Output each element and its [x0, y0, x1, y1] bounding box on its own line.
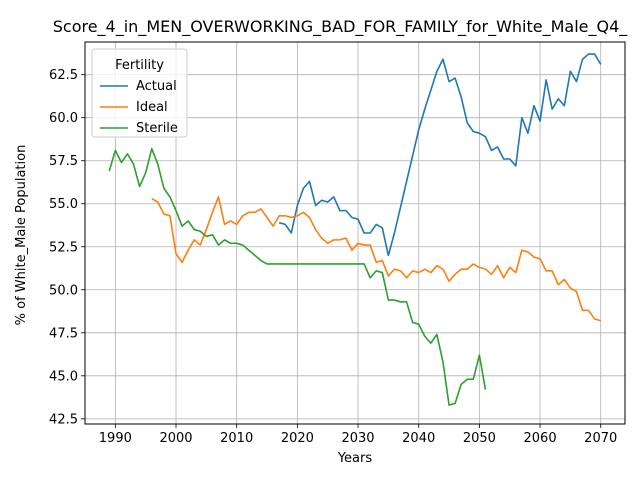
y-axis-label: % of White_Male Population	[14, 145, 29, 326]
x-tick-label: 2050	[463, 431, 496, 446]
x-tick-label: 2030	[341, 431, 374, 446]
y-tick-label: 47.5	[49, 326, 78, 341]
legend-label: Ideal	[136, 100, 168, 115]
y-tick-label: 55.0	[49, 197, 78, 212]
x-tick-label: 2020	[281, 431, 314, 446]
plot-frame	[84, 41, 626, 425]
series-line-sterile	[108, 147, 487, 406]
chart-title: Score_4_in_MEN_OVERWORKING_BAD_FOR_FAMIL…	[53, 17, 629, 37]
x-tick-label: 1990	[99, 431, 132, 446]
legend-title: Fertility	[115, 58, 164, 73]
x-tick-label: 2010	[220, 431, 253, 446]
legend: Fertility Actual Ideal Sterile	[91, 48, 188, 138]
legend-label: Sterile	[136, 121, 178, 136]
series-line-actual	[278, 53, 602, 257]
series-lines	[108, 53, 602, 406]
x-tick-label: 2070	[584, 431, 617, 446]
series-line-ideal	[151, 196, 601, 322]
x-axis-label: Years	[337, 451, 373, 466]
x-tick-label: 2060	[524, 431, 557, 446]
x-tick-label: 2040	[402, 431, 435, 446]
y-tick-label: 60.0	[49, 111, 78, 126]
y-tick-label: 45.0	[49, 369, 78, 384]
y-tick-label: 42.5	[49, 412, 78, 427]
x-tick-label: 2000	[159, 431, 192, 446]
x-axis-ticks: 1990 2000 2010 2020 2030 2040 2050 2060 2070	[99, 424, 617, 446]
y-tick-label: 62.5	[49, 68, 78, 83]
legend-label: Actual	[136, 79, 177, 94]
y-tick-label: 57.5	[49, 154, 78, 169]
y-axis-ticks: 42.5 45.0 47.5 50.0 52.5 55.0 57.5 60.0 62.5	[49, 68, 85, 427]
legend-box	[91, 48, 188, 138]
y-tick-label: 52.5	[49, 240, 78, 255]
y-tick-label: 50.0	[49, 283, 78, 298]
